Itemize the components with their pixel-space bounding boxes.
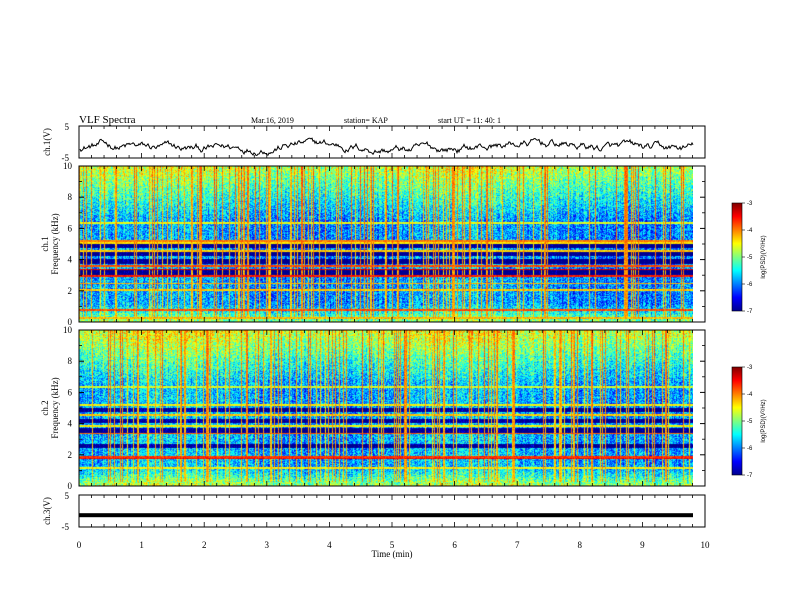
ch1-ytick-label: 0 — [68, 317, 73, 327]
x-tick-label: 5 — [390, 540, 395, 550]
ch1-ytick-label: 6 — [68, 223, 73, 233]
ch3-ytick-top: 5 — [65, 491, 70, 501]
ch2-colorbar-label: log(PSD)(V²/Hz) — [761, 399, 767, 442]
x-tick-label: 8 — [578, 540, 583, 550]
ch2-ytick-label: 6 — [68, 387, 73, 397]
ch1-colorbar: -3 -4 -5 -6 -7 log(PSD)(V²/Hz) — [731, 201, 767, 315]
x-tick-label: 6 — [452, 540, 457, 550]
x-tick-label: 7 — [515, 540, 520, 550]
header-date: Mar.16, 2019 — [251, 116, 294, 125]
x-tick-label: 1 — [139, 540, 144, 550]
ch1-colorbar-gradient — [732, 203, 742, 311]
ch1-colorbar-tick-label: -3 — [747, 201, 753, 207]
ch1-colorbar-tick-label: -5 — [747, 255, 753, 261]
header-start-time: start UT = 11: 40: 1 — [438, 116, 501, 125]
time-axis: 0 1 2 3 4 5 6 7 8 9 10 — [77, 126, 710, 550]
ch1-ytick-label: 8 — [68, 192, 73, 202]
x-tick-label: 9 — [640, 540, 645, 550]
header-station: station= KAP — [344, 116, 388, 125]
x-tick-label: 3 — [265, 540, 270, 550]
ch1-ytick-bottom: -5 — [62, 153, 70, 163]
ch2-colorbar: -3 -4 -5 -6 -7 log(PSD)(V²/Hz) — [731, 365, 767, 479]
ch1-colorbar-tick-label: -4 — [747, 228, 753, 234]
ch3-ytick-bottom: -5 — [62, 522, 70, 532]
ch1-spectrogram-image — [79, 166, 693, 322]
ch3-waveform-line — [79, 513, 693, 518]
ch2-colorbar-tick-label: -5 — [747, 419, 753, 425]
ch2-ytick-label: 4 — [68, 419, 73, 429]
ch1-colorbar-tick-label: -6 — [747, 282, 753, 288]
ch2-ytick-label: 8 — [68, 356, 73, 366]
ch2-colorbar-tick-label: -6 — [747, 446, 753, 452]
ch2-ytick-label: 10 — [63, 325, 73, 335]
ch1-ylabel-channel: ch.1 — [40, 236, 50, 251]
ch2-ylabel-channel: ch.2 — [40, 400, 50, 415]
ch1-ylabel-frequency: Frequency (kHz) — [50, 213, 60, 274]
x-tick-label: 4 — [327, 540, 332, 550]
x-tick-label: 10 — [701, 540, 711, 550]
ch2-colorbar-tick-label: -3 — [747, 365, 753, 371]
x-tick-label: 2 — [202, 540, 207, 550]
ch2-colorbar-tick-label: -7 — [747, 473, 753, 479]
ch2-colorbar-gradient — [732, 367, 742, 475]
ch2-spectrogram-panel: 0 2 4 6 8 10 ch.2 Frequency (kHz) — [40, 325, 706, 491]
ch1-colorbar-tick-label: -7 — [747, 309, 753, 315]
ch2-ytick-label: 0 — [68, 481, 73, 491]
ch1-ytick-label: 2 — [68, 286, 73, 296]
ch1-ytick-label: 10 — [63, 161, 73, 171]
ch1-ytick-top: 5 — [65, 122, 70, 132]
figure-title: VLF Spectra — [79, 114, 136, 126]
ch1-waveform-line — [79, 137, 694, 156]
ch1-colorbar-label: log(PSD)(V²/Hz) — [761, 235, 767, 278]
ch1-spectrogram-panel: 0 2 4 6 8 10 ch.1 Frequency (kHz) — [40, 161, 706, 327]
ch2-colorbar-tick-label: -4 — [747, 392, 753, 398]
ch1-voltage-ylabel: ch.1(V) — [42, 128, 52, 156]
ch2-ylabel-frequency: Frequency (kHz) — [50, 377, 60, 438]
ch3-voltage-ylabel: ch.3(V) — [42, 497, 52, 525]
ch1-ytick-label: 4 — [68, 255, 73, 265]
ch2-ytick-label: 2 — [68, 450, 73, 460]
x-tick-label: 0 — [77, 540, 82, 550]
ch2-spectrogram-image — [79, 330, 693, 486]
time-axis-label: Time (min) — [372, 549, 413, 559]
